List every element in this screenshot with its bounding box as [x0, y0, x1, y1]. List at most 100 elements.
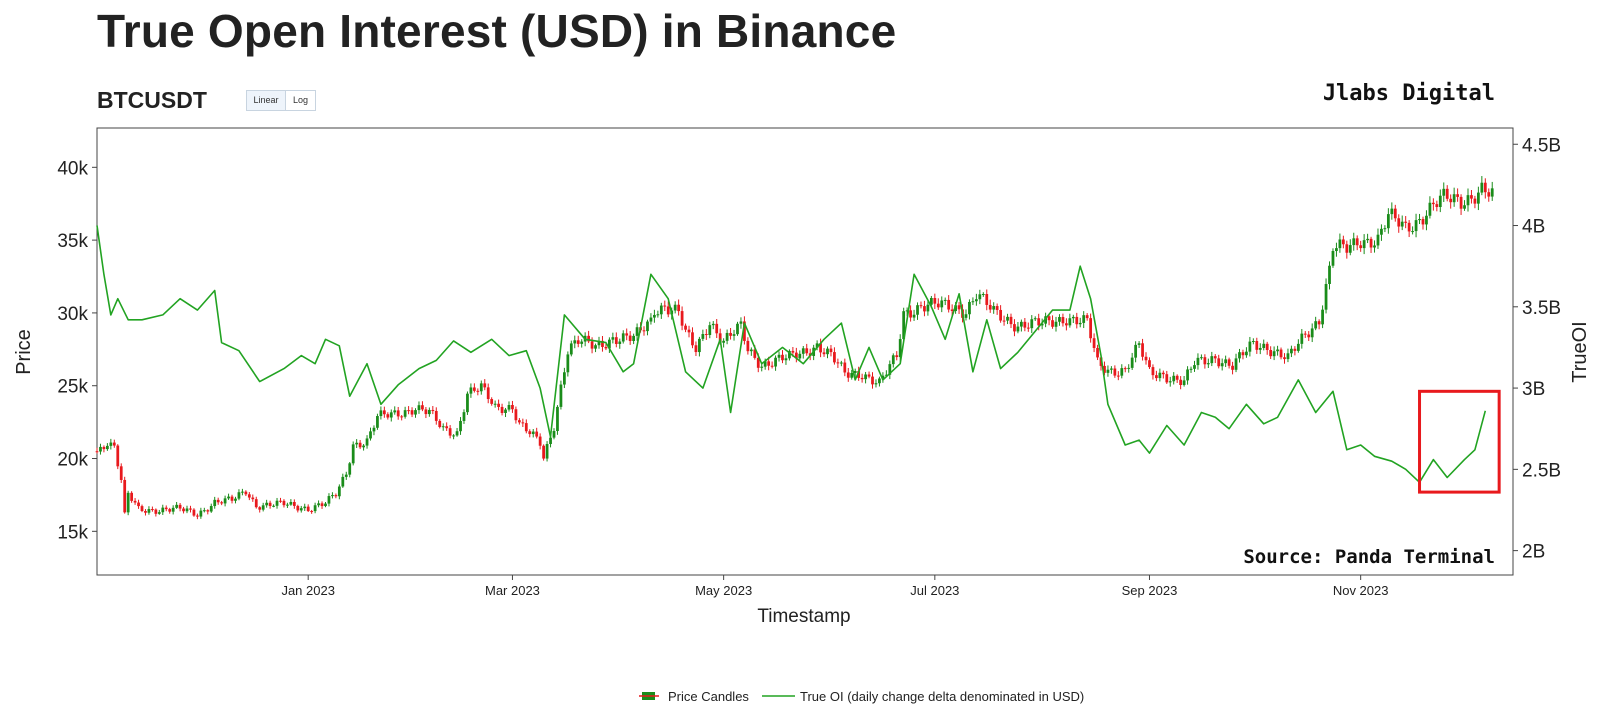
- candle-body: [106, 445, 109, 450]
- candle-body: [275, 500, 279, 506]
- candle-body: [358, 442, 362, 448]
- y-tick-label: 20k: [57, 450, 88, 471]
- candle-body: [421, 405, 424, 410]
- candle-body: [1272, 351, 1276, 357]
- candle-body: [933, 297, 937, 304]
- candle-body: [403, 410, 407, 417]
- candle-body: [1307, 334, 1311, 338]
- candle-body: [1470, 195, 1473, 199]
- log-scale-button[interactable]: Log: [286, 90, 316, 111]
- candle-body: [164, 507, 168, 510]
- candle-body: [272, 505, 275, 507]
- candle-body: [1300, 333, 1304, 344]
- plot-frame: [96, 127, 1514, 576]
- candle-body: [871, 376, 874, 385]
- legend: Price Candles True OI (daily change delt…: [639, 689, 1084, 704]
- candle-body: [504, 409, 507, 413]
- candle-body: [365, 438, 369, 446]
- candle-body: [185, 508, 189, 512]
- candle-body: [376, 416, 379, 428]
- candle-body: [628, 335, 632, 341]
- candle-body: [1054, 321, 1058, 327]
- candle-body: [1175, 375, 1179, 380]
- candle-body: [400, 416, 404, 418]
- candle-body: [209, 506, 213, 512]
- candle-body: [950, 309, 954, 312]
- candle-body: [282, 500, 286, 506]
- candle-body: [299, 508, 303, 511]
- candle-body: [545, 444, 549, 459]
- candle-body: [1148, 360, 1151, 368]
- candle-body: [1296, 343, 1300, 351]
- candle-body: [396, 410, 400, 417]
- candle-body: [1449, 198, 1453, 203]
- legend-item-trueoi[interactable]: True OI (daily change delta denominated …: [762, 689, 1084, 704]
- candle-body: [659, 305, 663, 315]
- candle-body: [701, 334, 705, 339]
- linear-scale-button[interactable]: Linear: [246, 90, 286, 111]
- candle-body: [1116, 375, 1120, 377]
- candle-body: [833, 352, 836, 363]
- y2-tick-label: 3.5B: [1522, 298, 1561, 319]
- candle-body: [1473, 198, 1477, 204]
- candle-body: [511, 405, 514, 410]
- candle-body: [656, 314, 660, 316]
- candle-body: [393, 410, 397, 413]
- candle-body: [230, 496, 234, 501]
- candle-body: [140, 506, 144, 511]
- candle-body: [1269, 350, 1273, 357]
- candle-body: [1435, 204, 1439, 208]
- candle-body: [601, 340, 604, 347]
- candle-body: [507, 405, 511, 410]
- candle-body: [618, 341, 622, 344]
- candle-body: [189, 508, 192, 510]
- candle-body: [666, 306, 670, 315]
- candle-body: [1411, 231, 1414, 233]
- candle-body: [988, 304, 992, 310]
- candle-body: [1480, 182, 1484, 193]
- candle-body: [978, 294, 982, 300]
- x-tick-label: Mar 2023: [485, 583, 540, 598]
- candle-body: [265, 502, 269, 506]
- legend-item-candles[interactable]: Price Candles: [639, 689, 749, 704]
- candle-body: [867, 374, 871, 377]
- candle-body: [711, 323, 715, 326]
- candle-body: [448, 428, 452, 436]
- candle-body: [1348, 245, 1352, 253]
- candle-body: [732, 334, 736, 336]
- candle-body: [455, 431, 459, 436]
- x-tick-label: Jan 2023: [281, 583, 335, 598]
- candle-body: [1019, 321, 1023, 327]
- candle-body: [476, 390, 480, 392]
- candle-body: [1459, 196, 1463, 209]
- candle-body: [916, 305, 919, 315]
- candle-body: [1006, 316, 1009, 321]
- candle-body: [756, 357, 760, 368]
- candle-body: [992, 306, 996, 310]
- y2-tick-label: 4.5B: [1522, 135, 1561, 156]
- candle-body: [566, 354, 570, 373]
- candle-body: [1182, 380, 1186, 385]
- candle-body: [1390, 208, 1394, 215]
- candle-body: [1248, 341, 1252, 352]
- candle-body: [1404, 221, 1408, 223]
- candle-body: [1380, 228, 1383, 235]
- candle-body: [1134, 344, 1138, 358]
- candle-body: [1033, 318, 1037, 320]
- candle-body: [424, 409, 428, 415]
- candle-body: [1141, 343, 1144, 357]
- candle-body: [1213, 356, 1217, 359]
- candle-body: [1044, 316, 1048, 324]
- candle-body: [1106, 369, 1110, 373]
- candle-body: [1110, 368, 1113, 370]
- candle-body: [535, 431, 539, 437]
- candle-body: [888, 364, 892, 375]
- candle-body: [1428, 202, 1432, 216]
- price-candles: [95, 176, 1494, 520]
- candle-body: [279, 500, 282, 502]
- candle-body: [355, 442, 359, 445]
- watermark-text: Jlabs Digital: [1323, 81, 1495, 106]
- candle-body: [999, 309, 1002, 321]
- candle-body: [1085, 315, 1089, 319]
- candle-body: [1407, 222, 1411, 232]
